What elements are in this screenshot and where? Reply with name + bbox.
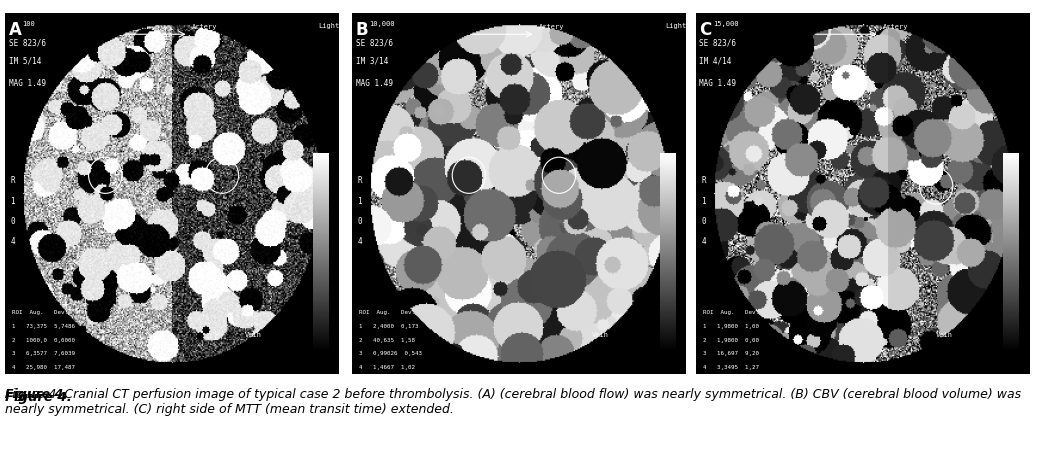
- Text: A: A: [8, 21, 22, 39]
- Text: MAG 1.49: MAG 1.49: [699, 78, 737, 87]
- Text: 100: 100: [22, 21, 34, 27]
- Text: 3   16,697  9,20: 3 16,697 9,20: [702, 350, 759, 355]
- Text: 3   6,3577  7,6039: 3 6,3577 7,6039: [11, 350, 75, 355]
- Text: SE 823/6: SE 823/6: [8, 39, 46, 48]
- Text: 4   1,4667  1,02: 4 1,4667 1,02: [358, 364, 415, 369]
- Text: ROI  Aug.   Dev.: ROI Aug. Dev.: [11, 309, 68, 314]
- Text: 0: 0: [10, 216, 15, 226]
- Text: 1: 1: [701, 196, 705, 205]
- Text: Figure 4.: Figure 4.: [5, 390, 72, 403]
- Text: MAG 1.49: MAG 1.49: [8, 78, 46, 87]
- Text: 4: 4: [701, 237, 705, 246]
- Text: 10,000: 10,000: [369, 21, 394, 27]
- Text: Artery: Artery: [883, 24, 909, 30]
- Text: LightSp: LightSp: [665, 23, 695, 28]
- Text: 4: 4: [357, 237, 362, 246]
- Text: Vein: Vein: [245, 331, 263, 337]
- Text: Figure 4. Cranial CT perfusion image of typical case 2 before thrombolysis. (A) : Figure 4. Cranial CT perfusion image of …: [5, 390, 993, 418]
- Text: 1   2,4000  0,173: 1 2,4000 0,173: [358, 323, 419, 328]
- Text: 3   0,99026  0,543: 3 0,99026 0,543: [358, 350, 422, 355]
- Text: 4: 4: [10, 237, 15, 246]
- Text: 0: 0: [357, 216, 362, 226]
- Text: 0: 0: [701, 216, 705, 226]
- Text: R: R: [701, 176, 705, 185]
- Text: B: B: [355, 21, 368, 39]
- Text: 15,000: 15,000: [713, 21, 738, 27]
- Text: Figure 4. Cranial CT perfusion image of typical case 2 before thrombolysis. (A) : Figure 4. Cranial CT perfusion image of …: [5, 387, 1021, 414]
- Text: IM 4/14: IM 4/14: [699, 57, 731, 66]
- Text: Figure 4.: Figure 4.: [5, 387, 69, 400]
- Text: Vein: Vein: [936, 331, 953, 337]
- Text: Vein: Vein: [592, 331, 610, 337]
- Text: IM 3/14: IM 3/14: [355, 57, 388, 66]
- Text: 2   40,635  1,58: 2 40,635 1,58: [358, 337, 415, 342]
- Text: 1: 1: [357, 196, 362, 205]
- Text: SE 823/6: SE 823/6: [355, 39, 393, 48]
- Text: 1: 1: [10, 196, 15, 205]
- Text: C: C: [699, 21, 712, 39]
- Text: Artery: Artery: [539, 24, 565, 30]
- Text: R: R: [357, 176, 362, 185]
- Text: 2   1,9800  0,00: 2 1,9800 0,00: [702, 337, 759, 342]
- Text: R: R: [10, 176, 15, 185]
- Text: SE 823/6: SE 823/6: [699, 39, 737, 48]
- Text: ROI  Aug.   Dev.: ROI Aug. Dev.: [358, 309, 415, 314]
- Text: LightSpe: LightSpe: [318, 23, 352, 28]
- Text: IM 5/14: IM 5/14: [8, 57, 41, 66]
- Text: 4   3,3495  1,27: 4 3,3495 1,27: [702, 364, 759, 369]
- Text: 1   73,375  5,7486: 1 73,375 5,7486: [11, 323, 75, 328]
- Text: ROI  Aug.   Dev.: ROI Aug. Dev.: [702, 309, 759, 314]
- Text: 4   25,980  17,487: 4 25,980 17,487: [11, 364, 75, 369]
- Text: MAG 1.49: MAG 1.49: [355, 78, 393, 87]
- Text: 2   1000,0  0,0000: 2 1000,0 0,0000: [11, 337, 75, 342]
- Text: Artery: Artery: [192, 24, 218, 30]
- Text: 1   1,9800  1,00: 1 1,9800 1,00: [702, 323, 759, 328]
